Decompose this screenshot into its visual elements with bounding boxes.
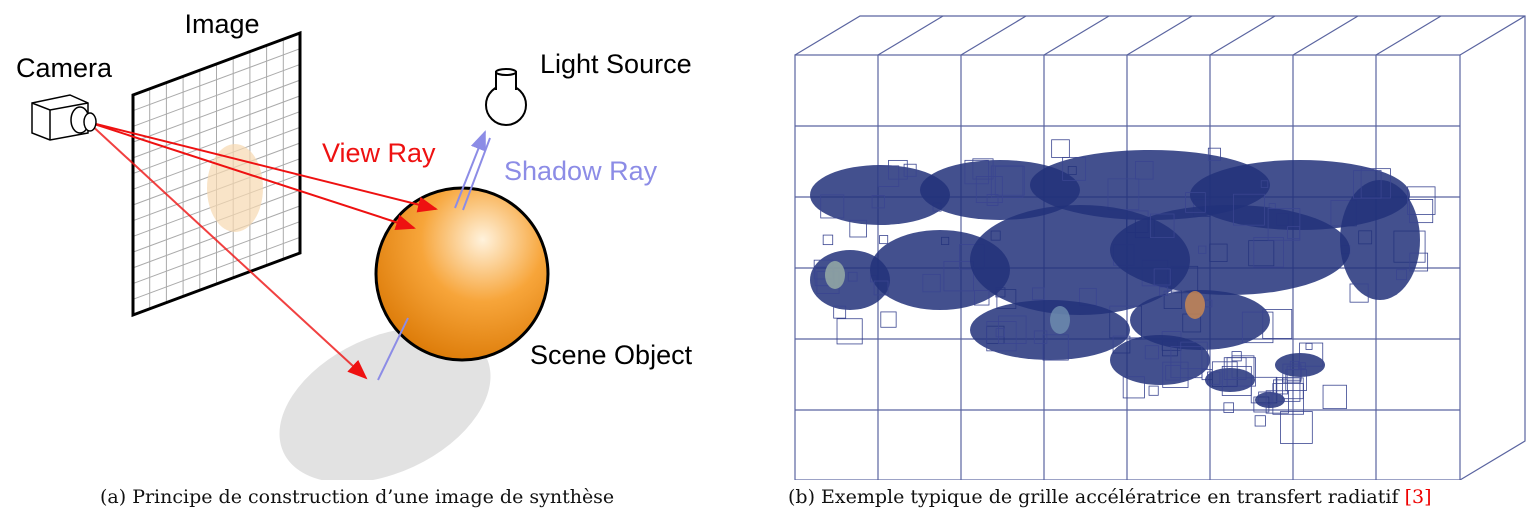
grid-line — [878, 16, 943, 55]
fine-cell — [1149, 386, 1158, 395]
label: Shadow Ray — [504, 156, 658, 186]
page: Image Camera Light Source View Ray Shado… — [0, 0, 1530, 522]
fine-cell — [881, 312, 896, 327]
diagram-a: Image Camera Light Source View Ray Shado… — [16, 9, 693, 480]
grid-line — [1376, 16, 1441, 55]
figures: Image Camera Light Source View Ray Shado… — [0, 0, 1530, 480]
label: Scene Object — [530, 340, 693, 370]
fine-cell — [1052, 140, 1070, 158]
fine-cell — [1280, 412, 1312, 444]
fine-cell — [837, 319, 862, 344]
camera-icon — [32, 95, 96, 140]
grid-line — [1127, 16, 1192, 55]
grid-line — [961, 16, 1026, 55]
grid-line — [1293, 16, 1358, 55]
fine-cell — [1323, 385, 1346, 408]
sphere — [376, 188, 548, 360]
fine-cell — [1224, 403, 1234, 413]
fine-cell — [880, 235, 888, 243]
hot-spot — [1185, 291, 1205, 319]
projection — [207, 144, 263, 232]
fine-cell — [823, 235, 833, 245]
bulb-icon — [486, 69, 526, 125]
fine-cell — [1255, 416, 1265, 426]
caption-a: (a) Principe de construction d’une image… — [100, 486, 614, 508]
label: Image — [184, 9, 259, 39]
label: View Ray — [322, 138, 436, 168]
citation[interactable]: [3] — [1405, 486, 1432, 508]
fine-cell — [1232, 352, 1241, 361]
caption-b-text: (b) Exemple typique de grille accélératr… — [788, 486, 1399, 508]
density-blob — [1255, 392, 1285, 408]
grid-line — [1044, 16, 1109, 55]
grid-line — [1210, 16, 1275, 55]
hot-spot — [825, 261, 845, 289]
fine-cell — [1306, 343, 1312, 349]
caption-b: (b) Exemple typique de grille accélératr… — [788, 486, 1431, 508]
label: Light Source — [540, 49, 692, 79]
octree-render — [795, 16, 1525, 480]
label: Camera — [16, 53, 113, 83]
hot-spot — [1050, 306, 1070, 334]
density-blob — [1110, 205, 1350, 295]
